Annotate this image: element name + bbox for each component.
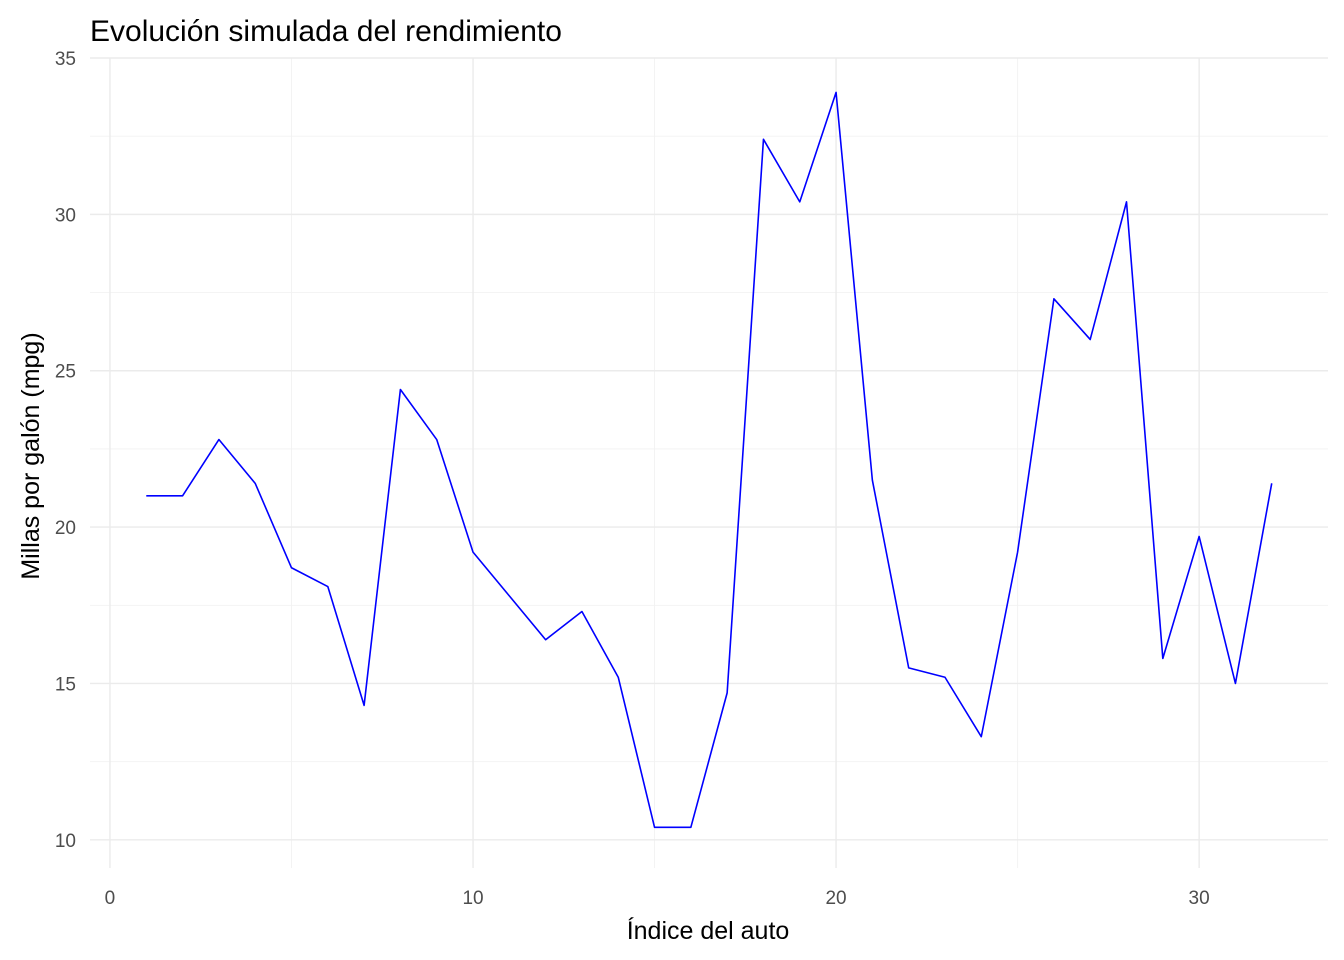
y-tick-label: 20 [55, 518, 76, 539]
y-tick-label: 10 [55, 831, 76, 852]
y-axis-tick-labels: 10 15 20 25 30 35 [55, 49, 76, 852]
series-line [146, 91, 1273, 829]
chart-title: Evolución simulada del rendimiento [90, 15, 562, 48]
x-tick-label: 20 [825, 888, 846, 909]
y-tick-label: 35 [55, 49, 76, 70]
y-tick-label: 25 [55, 362, 76, 383]
y-axis-title: Millas por galón (mpg) [17, 332, 45, 579]
x-axis-title: Índice del auto [627, 916, 790, 945]
y-tick-label: 30 [55, 205, 76, 226]
x-tick-label: 10 [462, 888, 483, 909]
x-axis-tick-labels: 0 10 20 30 [105, 888, 1210, 909]
minor-gridlines [90, 58, 1328, 868]
major-gridlines [90, 57, 1328, 868]
series-group [146, 91, 1273, 829]
y-tick-label: 15 [55, 674, 76, 695]
x-tick-label: 0 [105, 888, 116, 909]
x-tick-label: 30 [1189, 888, 1210, 909]
